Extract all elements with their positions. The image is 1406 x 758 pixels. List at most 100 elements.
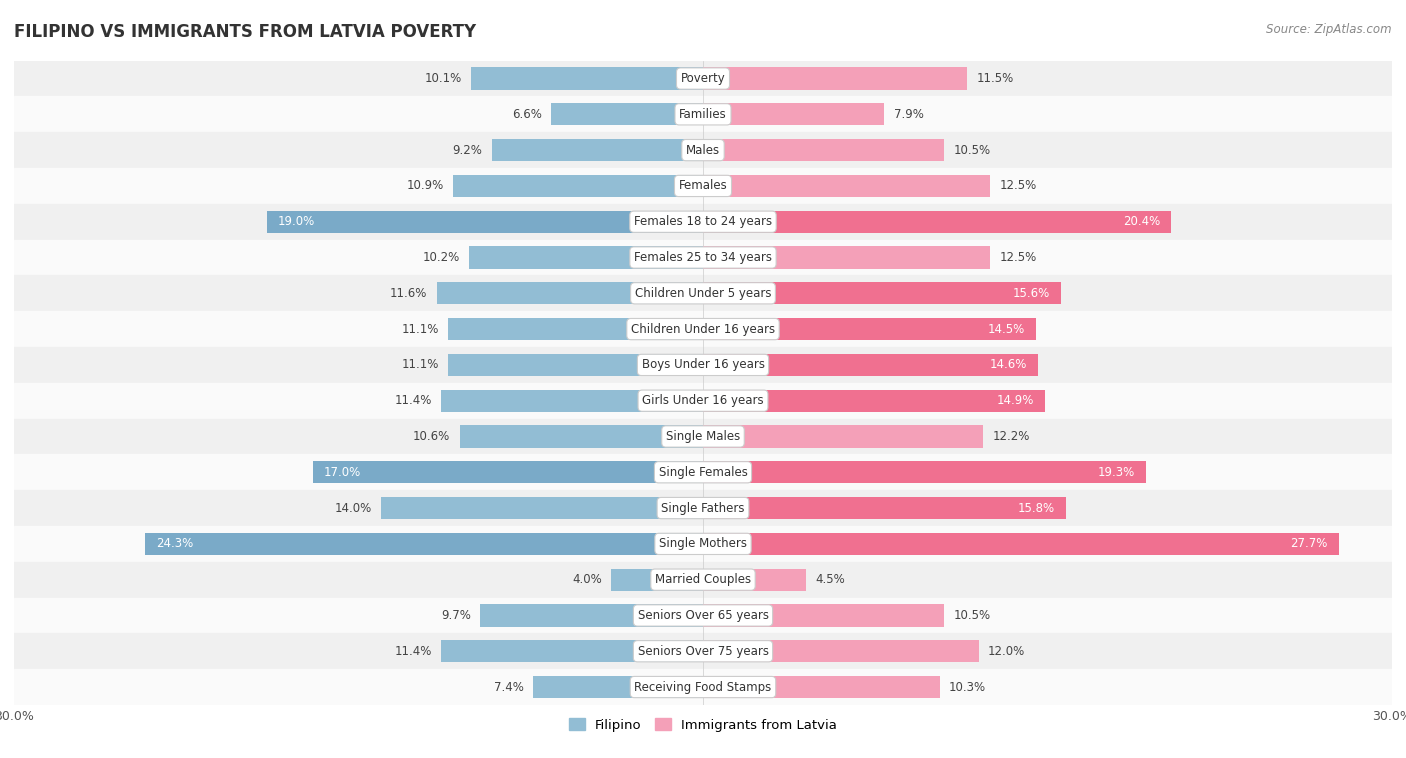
Bar	[492, 139, 703, 161]
Bar	[449, 318, 703, 340]
Bar	[703, 497, 1066, 519]
Bar	[703, 568, 807, 590]
Bar	[14, 96, 1392, 132]
Bar	[551, 103, 703, 125]
Text: 20.4%: 20.4%	[1123, 215, 1160, 228]
Text: 14.0%: 14.0%	[335, 502, 373, 515]
Text: 11.4%: 11.4%	[395, 645, 432, 658]
Bar	[703, 67, 967, 89]
Bar	[14, 562, 1392, 597]
Text: 24.3%: 24.3%	[156, 537, 194, 550]
Text: Single Fathers: Single Fathers	[661, 502, 745, 515]
Bar	[481, 604, 703, 627]
Text: Single Mothers: Single Mothers	[659, 537, 747, 550]
Bar	[703, 354, 1038, 376]
Bar	[703, 676, 939, 698]
Text: 9.2%: 9.2%	[453, 143, 482, 157]
Text: 12.2%: 12.2%	[993, 430, 1029, 443]
Text: 15.8%: 15.8%	[1017, 502, 1054, 515]
Text: Children Under 16 years: Children Under 16 years	[631, 323, 775, 336]
Text: Source: ZipAtlas.com: Source: ZipAtlas.com	[1267, 23, 1392, 36]
Bar	[14, 61, 1392, 96]
Text: Females: Females	[679, 180, 727, 193]
Bar	[703, 211, 1171, 233]
Bar	[703, 390, 1045, 412]
Text: 10.6%: 10.6%	[413, 430, 450, 443]
Text: Males: Males	[686, 143, 720, 157]
Bar	[533, 676, 703, 698]
Bar	[703, 103, 884, 125]
Bar	[460, 425, 703, 447]
Bar	[703, 641, 979, 662]
Text: 9.7%: 9.7%	[441, 609, 471, 622]
Text: 11.1%: 11.1%	[402, 359, 439, 371]
Bar	[441, 641, 703, 662]
Text: FILIPINO VS IMMIGRANTS FROM LATVIA POVERTY: FILIPINO VS IMMIGRANTS FROM LATVIA POVER…	[14, 23, 477, 41]
Text: 6.6%: 6.6%	[512, 108, 543, 121]
Bar	[703, 246, 990, 268]
Bar	[703, 175, 990, 197]
Bar	[14, 275, 1392, 312]
Bar	[703, 282, 1062, 305]
Text: 11.1%: 11.1%	[402, 323, 439, 336]
Text: Seniors Over 65 years: Seniors Over 65 years	[637, 609, 769, 622]
Bar	[14, 312, 1392, 347]
Bar	[437, 282, 703, 305]
Bar	[14, 490, 1392, 526]
Bar	[14, 204, 1392, 240]
Text: 12.5%: 12.5%	[1000, 180, 1036, 193]
Bar	[267, 211, 703, 233]
Text: 10.3%: 10.3%	[949, 681, 986, 694]
Text: Single Males: Single Males	[666, 430, 740, 443]
Text: Receiving Food Stamps: Receiving Food Stamps	[634, 681, 772, 694]
Bar	[703, 318, 1036, 340]
Bar	[703, 461, 1146, 484]
Bar	[453, 175, 703, 197]
Bar	[703, 533, 1339, 555]
Bar	[14, 526, 1392, 562]
Bar	[449, 354, 703, 376]
Text: 15.6%: 15.6%	[1012, 287, 1050, 300]
Bar	[468, 246, 703, 268]
Bar	[441, 390, 703, 412]
Bar	[14, 418, 1392, 454]
Text: Single Females: Single Females	[658, 465, 748, 479]
Text: 4.5%: 4.5%	[815, 573, 845, 586]
Text: 19.0%: 19.0%	[278, 215, 315, 228]
Text: Married Couples: Married Couples	[655, 573, 751, 586]
Bar	[14, 132, 1392, 168]
Text: 10.5%: 10.5%	[953, 143, 990, 157]
Bar	[14, 347, 1392, 383]
Text: 10.9%: 10.9%	[406, 180, 443, 193]
Text: Seniors Over 75 years: Seniors Over 75 years	[637, 645, 769, 658]
Bar	[14, 168, 1392, 204]
Text: 11.4%: 11.4%	[395, 394, 432, 407]
Text: 14.5%: 14.5%	[987, 323, 1025, 336]
Bar	[14, 669, 1392, 705]
Bar	[14, 634, 1392, 669]
Bar	[14, 597, 1392, 634]
Text: Children Under 5 years: Children Under 5 years	[634, 287, 772, 300]
Text: 10.5%: 10.5%	[953, 609, 990, 622]
Text: 27.7%: 27.7%	[1291, 537, 1327, 550]
Legend: Filipino, Immigrants from Latvia: Filipino, Immigrants from Latvia	[564, 713, 842, 737]
Bar	[703, 425, 983, 447]
Bar	[312, 461, 703, 484]
Bar	[703, 139, 945, 161]
Text: Girls Under 16 years: Girls Under 16 years	[643, 394, 763, 407]
Text: 19.3%: 19.3%	[1098, 465, 1135, 479]
Bar	[145, 533, 703, 555]
Bar	[14, 240, 1392, 275]
Text: 17.0%: 17.0%	[323, 465, 361, 479]
Text: 10.2%: 10.2%	[422, 251, 460, 264]
Text: 14.6%: 14.6%	[990, 359, 1026, 371]
Text: 4.0%: 4.0%	[572, 573, 602, 586]
Text: 12.5%: 12.5%	[1000, 251, 1036, 264]
Text: 11.5%: 11.5%	[976, 72, 1014, 85]
Text: 12.0%: 12.0%	[988, 645, 1025, 658]
Text: Females 25 to 34 years: Females 25 to 34 years	[634, 251, 772, 264]
Bar	[14, 454, 1392, 490]
Text: 7.9%: 7.9%	[894, 108, 924, 121]
Text: 11.6%: 11.6%	[389, 287, 427, 300]
Text: 14.9%: 14.9%	[997, 394, 1033, 407]
